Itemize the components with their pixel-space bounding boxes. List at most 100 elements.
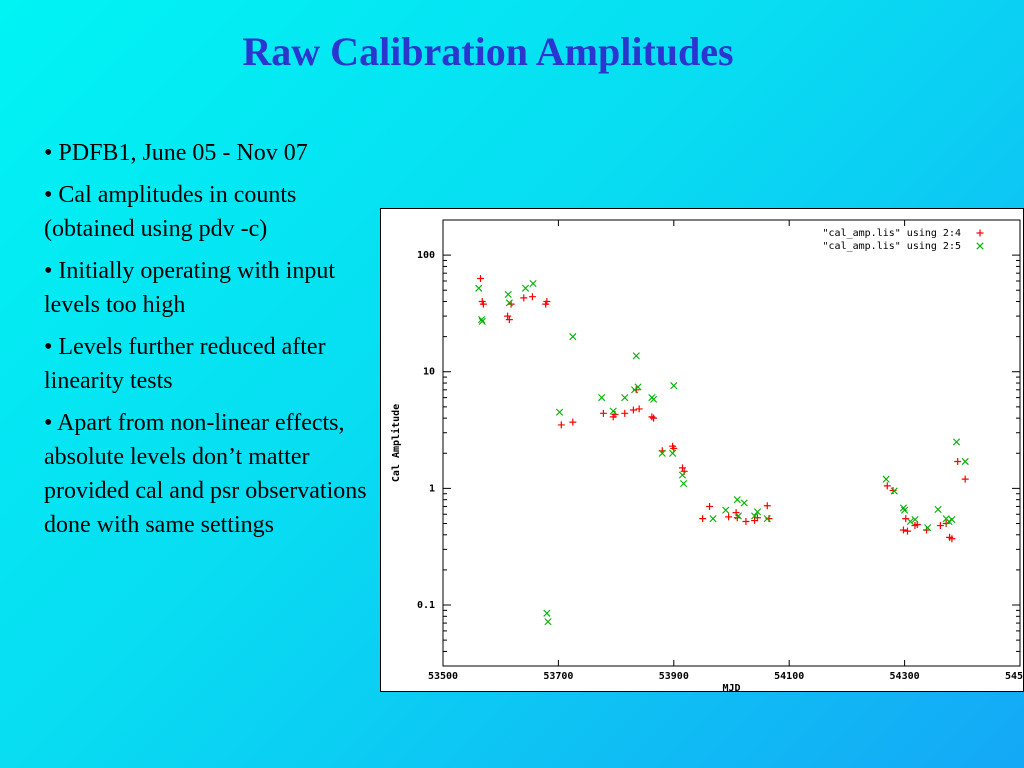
data-point-series-2 <box>555 408 564 416</box>
data-point-series-2 <box>709 515 717 523</box>
data-point-series-2 <box>948 516 956 524</box>
data-point-series-2 <box>658 449 666 457</box>
data-point-series-2 <box>670 382 678 390</box>
data-point-series-2 <box>901 506 909 514</box>
data-point-series-1 <box>569 418 577 426</box>
data-point-series-2 <box>669 449 677 457</box>
data-point-series-1 <box>543 298 551 306</box>
data-point-series-2 <box>598 394 606 402</box>
data-point-series-2 <box>544 618 552 626</box>
legend-marker <box>976 242 984 250</box>
x-tick-label: 53500 <box>428 671 458 682</box>
data-point-series-2 <box>634 383 642 391</box>
bullet-item: • Levels further reduced after linearity… <box>44 334 326 394</box>
data-point-series-2 <box>621 394 629 402</box>
data-point-series-2 <box>952 438 961 446</box>
data-point-series-2 <box>911 516 919 524</box>
data-point-series-1 <box>936 522 944 530</box>
bullet-list: • PDFB1, June 05 - Nov 07 • Cal amplitud… <box>44 136 374 550</box>
data-point-series-1 <box>883 482 891 490</box>
data-point-series-1 <box>763 502 771 510</box>
data-point-series-2 <box>650 395 658 403</box>
data-point-series-1 <box>742 518 750 526</box>
x-tick-label: 54500 <box>1005 671 1024 682</box>
legend-marker <box>976 229 984 237</box>
data-point-series-2 <box>569 333 577 341</box>
data-point-series-1 <box>961 475 969 483</box>
data-point-series-1 <box>670 444 678 452</box>
data-point-series-1 <box>706 502 714 510</box>
y-tick-label: 1 <box>429 483 435 494</box>
data-point-series-1 <box>903 527 911 535</box>
data-point-series-1 <box>528 293 536 301</box>
data-point-series-2 <box>899 504 908 512</box>
data-point-series-2 <box>924 524 932 532</box>
data-point-series-1 <box>942 519 950 527</box>
data-point-series-1 <box>505 316 513 324</box>
data-point-series-2 <box>934 505 942 514</box>
data-point-series-1 <box>678 464 686 472</box>
data-point-series-1 <box>477 275 485 283</box>
bullet-item: • PDFB1, June 05 - Nov 07 <box>44 140 308 166</box>
data-point-series-1 <box>504 312 512 320</box>
scatter-chart: 53500 53700 53900 54100 54300 54500 100 10 1 0.1 M… <box>390 219 1024 692</box>
data-point-series-2 <box>906 517 914 526</box>
plot-area <box>442 219 1021 667</box>
data-point-series-2 <box>529 279 537 288</box>
legend-label: "cal_amp.lis" using 2:4 <box>823 228 961 239</box>
data-point-series-1 <box>899 526 907 534</box>
data-point-series-2 <box>475 284 483 292</box>
data-point-series-1 <box>923 526 931 534</box>
slide-title: Raw Calibration Amplitudes <box>242 29 734 74</box>
data-point-series-2 <box>763 515 771 523</box>
data-point-series-2 <box>678 471 687 479</box>
data-point-series-2 <box>632 352 640 360</box>
data-point-series-1 <box>479 300 487 308</box>
y-tick-label: 0.1 <box>417 600 435 611</box>
data-point-series-1 <box>650 414 658 422</box>
bullet-item: • Initially operating with input levels … <box>44 258 336 318</box>
y-tick-label: 100 <box>417 250 435 261</box>
data-point-series-2 <box>722 506 730 514</box>
x-tick-label: 54300 <box>890 671 920 682</box>
data-point-series-2 <box>740 499 748 507</box>
data-point-series-1 <box>557 421 565 429</box>
data-point-series-2 <box>734 512 743 520</box>
y-tick-label: 10 <box>423 367 435 378</box>
data-point-series-2 <box>504 290 512 299</box>
chart-panel: 53500 53700 53900 54100 54300 54500 100 10 1 0.1 M… <box>380 208 1024 692</box>
y-axis-label: Cal Amplitude <box>390 404 402 482</box>
data-point-series-2 <box>890 487 898 495</box>
data-point-series-2 <box>733 496 741 504</box>
bullet-item: • Cal amplitudes in counts (obtained usi… <box>44 182 297 242</box>
x-tick-label: 53900 <box>659 671 689 682</box>
data-point-series-1 <box>599 409 607 417</box>
data-point-series-1 <box>954 458 962 466</box>
data-point-series-2 <box>609 407 617 415</box>
data-point-series-2 <box>478 317 486 326</box>
data-point-series-2 <box>753 508 762 516</box>
data-point-series-2 <box>521 284 530 292</box>
data-point-series-1 <box>725 513 733 521</box>
x-tick-label: 54100 <box>774 671 804 682</box>
bullet-item: • Apart from non-linear effects, absolut… <box>44 410 367 538</box>
data-point-series-2 <box>680 479 688 488</box>
data-point-series-2 <box>882 475 890 483</box>
data-point-series-1 <box>699 515 707 523</box>
data-point-series-1 <box>732 509 740 517</box>
data-point-series-1 <box>635 405 643 413</box>
data-point-series-2 <box>750 512 759 520</box>
data-point-series-2 <box>505 299 513 307</box>
x-tick-label: 53700 <box>543 671 573 682</box>
data-point-series-2 <box>543 609 551 617</box>
data-point-series-1 <box>948 535 956 543</box>
data-point-series-1 <box>629 406 637 414</box>
data-point-series-1 <box>621 409 629 417</box>
data-point-series-1 <box>520 294 528 302</box>
data-point-series-2 <box>478 316 486 324</box>
data-point-series-1 <box>753 514 761 522</box>
data-point-series-2 <box>961 457 969 466</box>
legend-label: "cal_amp.lis" using 2:5 <box>823 241 961 252</box>
data-point-series-1 <box>648 413 656 421</box>
x-axis-label: MJD <box>722 683 740 692</box>
